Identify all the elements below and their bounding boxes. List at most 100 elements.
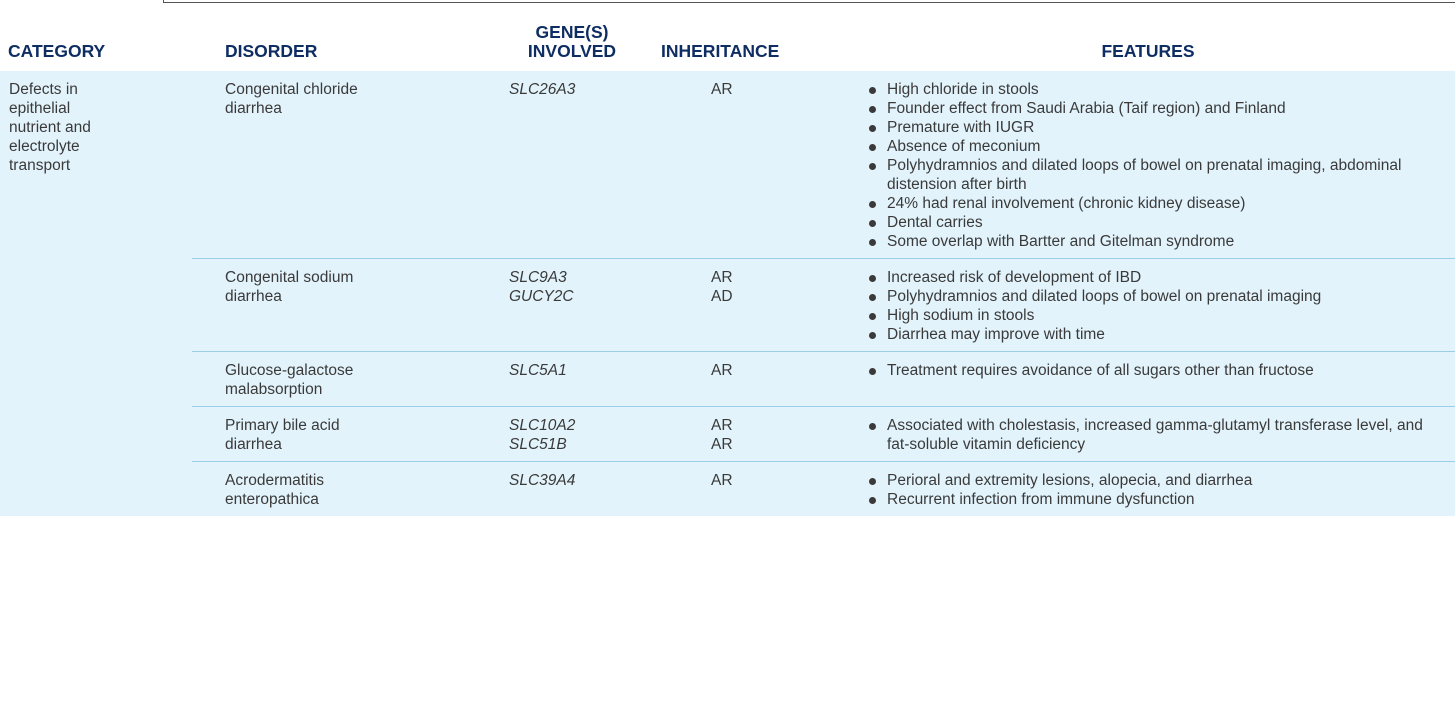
feature-text: Polyhydramnios and dilated loops of bowe… <box>887 288 1322 305</box>
disorder-cell: Congenital sodium diarrhea <box>192 258 503 352</box>
feature-item: Polyhydramnios and dilated loops of bowe… <box>867 156 1449 194</box>
bullet-icon <box>869 163 876 170</box>
genes-cell: SLC26A3 <box>503 71 661 259</box>
bullet-icon <box>869 275 876 282</box>
feature-text: Recurrent infection from immune dysfunct… <box>887 491 1195 508</box>
genes-cell: SLC9A3 GUCY2C <box>503 258 661 352</box>
table-row: Primary bile acid diarrhea SLC10A2 SLC51B A… <box>0 406 1455 462</box>
inheritance-cell: AR AR <box>661 406 841 462</box>
feature-item: Dental carries <box>867 213 1449 232</box>
inheritance-cell: AR <box>661 351 841 407</box>
bullet-icon <box>869 144 876 151</box>
header-category: CATEGORY <box>8 41 106 61</box>
header-inheritance: INHERITANCE <box>661 41 780 61</box>
gene-name: SLC51B <box>509 436 567 453</box>
features-list: High chloride in stools Founder effect fr… <box>867 80 1449 251</box>
header-genes: GENE(S) INVOLVED <box>503 0 661 71</box>
features-cell: Treatment requires avoidance of all suga… <box>841 351 1455 407</box>
header-features: FEATURES <box>1101 41 1195 61</box>
table-row: Congenital sodium diarrhea SLC9A3 GUCY2C AR… <box>0 258 1455 352</box>
bullet-icon <box>869 106 876 113</box>
disorder-name: Primary bile acid diarrhea <box>225 417 340 453</box>
feature-item: Absence of meconium <box>867 137 1449 156</box>
disorder-table: CATEGORY DISORDER GENE(S) INVOLVED INHER… <box>0 0 1455 516</box>
feature-text: Dental carries <box>887 214 983 231</box>
inheritance-mode: AR <box>711 472 733 489</box>
disorder-cell: Congenital chloride diarrhea <box>192 71 503 259</box>
feature-text: Increased risk of development of IBD <box>887 269 1142 286</box>
bullet-icon <box>869 294 876 301</box>
disorder-name: Congenital chloride diarrhea <box>225 81 358 117</box>
category-cell: Defects in epithelial nutrient and elect… <box>0 71 192 516</box>
genes-cell: SLC5A1 <box>503 351 661 407</box>
header-disorder: DISORDER <box>225 41 318 61</box>
feature-item: Recurrent infection from immune dysfunct… <box>867 490 1449 509</box>
header-genes-text: GENE(S) INVOLVED <box>527 22 617 61</box>
features-list: Increased risk of development of IBD Poly… <box>867 268 1449 344</box>
inheritance-cell: AR <box>661 71 841 259</box>
bullet-icon <box>869 332 876 339</box>
feature-text: Polyhydramnios and dilated loops of bowe… <box>887 157 1402 193</box>
feature-item: Treatment requires avoidance of all suga… <box>867 361 1449 380</box>
feature-item: 24% had renal involvement (chronic kidne… <box>867 194 1449 213</box>
bullet-icon <box>869 313 876 320</box>
gene-name: GUCY2C <box>509 288 574 305</box>
inheritance-mode: AR <box>711 362 733 379</box>
bullet-icon <box>869 497 876 504</box>
gene-name: SLC5A1 <box>509 362 567 379</box>
feature-item: Founder effect from Saudi Arabia (Taif r… <box>867 99 1449 118</box>
table-row: Defects in epithelial nutrient and elect… <box>0 71 1455 516</box>
feature-text: Absence of meconium <box>887 138 1041 155</box>
feature-item: Perioral and extremity lesions, alopecia… <box>867 471 1449 490</box>
feature-text: High sodium in stools <box>887 307 1035 324</box>
top-rule <box>163 2 1455 3</box>
gene-name: SLC10A2 <box>509 417 576 434</box>
table-row: Acrodermatitis enteropathica SLC39A4 AR Per… <box>0 461 1455 516</box>
feature-text: Associated with cholestasis, increased g… <box>887 417 1423 453</box>
disorder-cell: Primary bile acid diarrhea <box>192 406 503 462</box>
bullet-icon <box>869 478 876 485</box>
feature-item: Increased risk of development of IBD <box>867 268 1449 287</box>
bullet-icon <box>869 201 876 208</box>
disorder-cell: Acrodermatitis enteropathica <box>192 461 503 516</box>
bullet-icon <box>869 239 876 246</box>
inheritance-mode: AR <box>711 417 733 434</box>
features-list: Treatment requires avoidance of all suga… <box>867 361 1449 380</box>
top-rule-stub <box>163 0 164 3</box>
inheritance-mode: AR <box>711 269 733 286</box>
features-list: Associated with cholestasis, increased g… <box>867 416 1449 454</box>
feature-item: Diarrhea may improve with time <box>867 325 1449 344</box>
feature-item: Associated with cholestasis, increased g… <box>867 416 1449 454</box>
feature-text: Diarrhea may improve with time <box>887 326 1105 343</box>
inheritance-mode: AR <box>711 436 733 453</box>
feature-item: Polyhydramnios and dilated loops of bowe… <box>867 287 1449 306</box>
disorder-name: Glucose-galactose malabsorption <box>225 362 354 398</box>
features-cell: Increased risk of development of IBD Poly… <box>841 258 1455 352</box>
disorder-name: Congenital sodium diarrhea <box>225 269 354 305</box>
feature-text: High chloride in stools <box>887 81 1039 98</box>
feature-text: Premature with IUGR <box>887 119 1035 136</box>
features-cell: High chloride in stools Founder effect fr… <box>841 71 1455 259</box>
bullet-icon <box>869 368 876 375</box>
features-cell: Perioral and extremity lesions, alopecia… <box>841 461 1455 516</box>
genes-cell: SLC39A4 <box>503 461 661 516</box>
features-list: Perioral and extremity lesions, alopecia… <box>867 471 1449 509</box>
features-cell: Associated with cholestasis, increased g… <box>841 406 1455 462</box>
gene-name: SLC39A4 <box>509 472 576 489</box>
gene-name: SLC9A3 <box>509 269 567 286</box>
feature-text: Perioral and extremity lesions, alopecia… <box>887 472 1253 489</box>
feature-text: Treatment requires avoidance of all suga… <box>887 362 1314 379</box>
bullet-icon <box>869 125 876 132</box>
bullet-icon <box>869 87 876 94</box>
header-row: CATEGORY DISORDER GENE(S) INVOLVED INHER… <box>0 0 1455 71</box>
gene-name: SLC26A3 <box>509 81 576 98</box>
feature-item: Some overlap with Bartter and Gitelman s… <box>867 232 1449 251</box>
disorder-name: Acrodermatitis enteropathica <box>225 472 325 508</box>
disorder-cell: Glucose-galactose malabsorption <box>192 351 503 407</box>
feature-item: Premature with IUGR <box>867 118 1449 137</box>
table-row: Glucose-galactose malabsorption SLC5A1 AR T… <box>0 351 1455 407</box>
feature-text: 24% had renal involvement (chronic kidne… <box>887 195 1246 212</box>
inheritance-mode: AR <box>711 81 733 98</box>
inheritance-cell: AR AD <box>661 258 841 352</box>
inheritance-cell: AR <box>661 461 841 516</box>
